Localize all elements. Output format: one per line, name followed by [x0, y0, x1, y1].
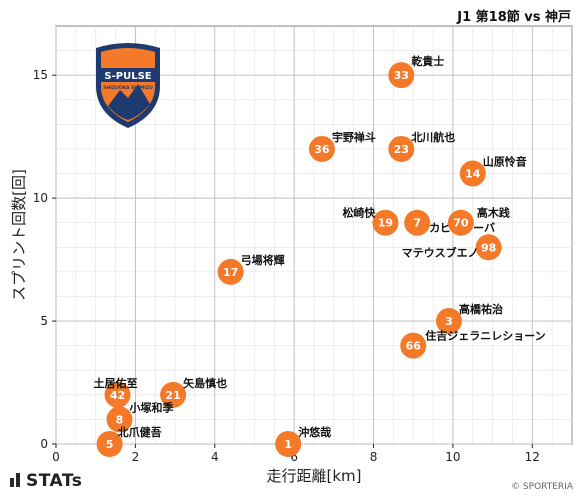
point-label: 住吉ジェラニレショーン — [425, 329, 545, 343]
y-tick-label: 15 — [33, 68, 48, 82]
x-axis-label: 走行距離[km] — [266, 467, 361, 485]
point-number: 42 — [110, 389, 125, 402]
point-marker — [96, 431, 123, 457]
club-logo: S-PULSE SHIZUOKA SHIMIZU — [96, 43, 160, 128]
y-tick-label: 0 — [40, 437, 48, 451]
point-marker — [388, 62, 415, 89]
point-label: 北川航也 — [411, 130, 455, 144]
point-marker — [475, 234, 502, 261]
point-number: 36 — [314, 143, 330, 156]
point-label: 宇野禅斗 — [332, 130, 376, 144]
logo-text-top: S-PULSE — [104, 71, 151, 82]
point-marker — [447, 209, 474, 236]
x-axis-ticks: 0 2 4 6 8 10 12 — [52, 444, 540, 464]
point-label: 高木践 — [477, 206, 510, 220]
point-number: 23 — [394, 143, 409, 156]
data-point: 70 高木践 — [447, 206, 510, 236]
point-label: 土居佑至 — [94, 376, 138, 390]
chart-title: J1 第18節 vs 神戸 — [457, 10, 571, 25]
x-tick-label: 2 — [132, 450, 140, 464]
point-label: 沖悠哉 — [298, 425, 331, 439]
y-tick-label: 5 — [40, 314, 48, 328]
point-number: 19 — [378, 217, 393, 230]
logo-band — [99, 68, 157, 82]
point-label: 高橋祐治 — [459, 302, 503, 316]
point-label: マテウスブエノ — [402, 245, 479, 259]
point-number: 3 — [445, 315, 453, 328]
point-number: 8 — [116, 413, 124, 426]
point-number: 98 — [481, 241, 496, 254]
logo-text-bottom: SHIZUOKA SHIMIZU — [103, 85, 153, 91]
point-label: 乾貴士 — [411, 54, 444, 68]
point-number: 14 — [465, 168, 481, 181]
point-label: 矢島慎也 — [183, 376, 227, 390]
stats-brand-text: STATs — [26, 471, 83, 491]
data-points: 33乾貴士36宇野禅斗23北川航也14山原怜音19松崎快7カピシャーバ70高木践… — [94, 54, 546, 457]
x-tick-label: 0 — [52, 450, 60, 464]
stats-brand: STATs — [10, 471, 82, 492]
point-marker — [106, 406, 133, 433]
point-number: 7 — [413, 217, 421, 230]
y-axis-label: スプリント回数[回] — [10, 169, 28, 301]
x-tick-label: 6 — [290, 450, 298, 464]
mountain-shape — [108, 84, 150, 120]
point-marker — [372, 209, 399, 236]
point-marker — [404, 209, 431, 236]
data-point: 8 小塚和季 — [106, 400, 175, 433]
copyright-text: © SPORTERIA — [511, 482, 573, 492]
point-label: 松崎快 — [342, 206, 376, 220]
point-number: 1 — [284, 438, 292, 451]
point-marker — [459, 160, 486, 187]
y-axis-ticks: 0 5 10 15 — [33, 68, 56, 451]
data-point: 5 北爪健吾 — [96, 425, 162, 457]
point-number: 5 — [106, 438, 114, 451]
point-number: 70 — [453, 217, 469, 230]
point-marker — [275, 431, 302, 457]
y-tick-label: 10 — [33, 191, 48, 205]
stats-bars-icon — [10, 472, 22, 492]
x-tick-label: 12 — [525, 450, 540, 464]
x-tick-label: 4 — [211, 450, 219, 464]
point-number: 17 — [223, 266, 238, 279]
point-marker — [388, 135, 415, 162]
point-label: 山原怜音 — [483, 155, 527, 169]
point-marker — [435, 308, 462, 335]
point-label: 北爪健吾 — [118, 425, 162, 439]
point-label: 弓場将輝 — [241, 253, 285, 267]
point-marker — [400, 332, 427, 359]
point-number: 21 — [165, 389, 180, 402]
data-point: 1 沖悠哉 — [275, 425, 331, 457]
point-marker — [308, 135, 335, 162]
point-number: 66 — [406, 340, 422, 353]
x-tick-label: 10 — [445, 450, 460, 464]
point-marker — [104, 381, 131, 408]
point-number: 33 — [394, 69, 409, 82]
point-marker — [160, 381, 187, 408]
data-point: 3 高橋祐治 — [435, 302, 503, 335]
point-label: 小塚和季 — [129, 400, 175, 414]
point-marker — [217, 258, 244, 285]
x-tick-label: 8 — [370, 450, 378, 464]
